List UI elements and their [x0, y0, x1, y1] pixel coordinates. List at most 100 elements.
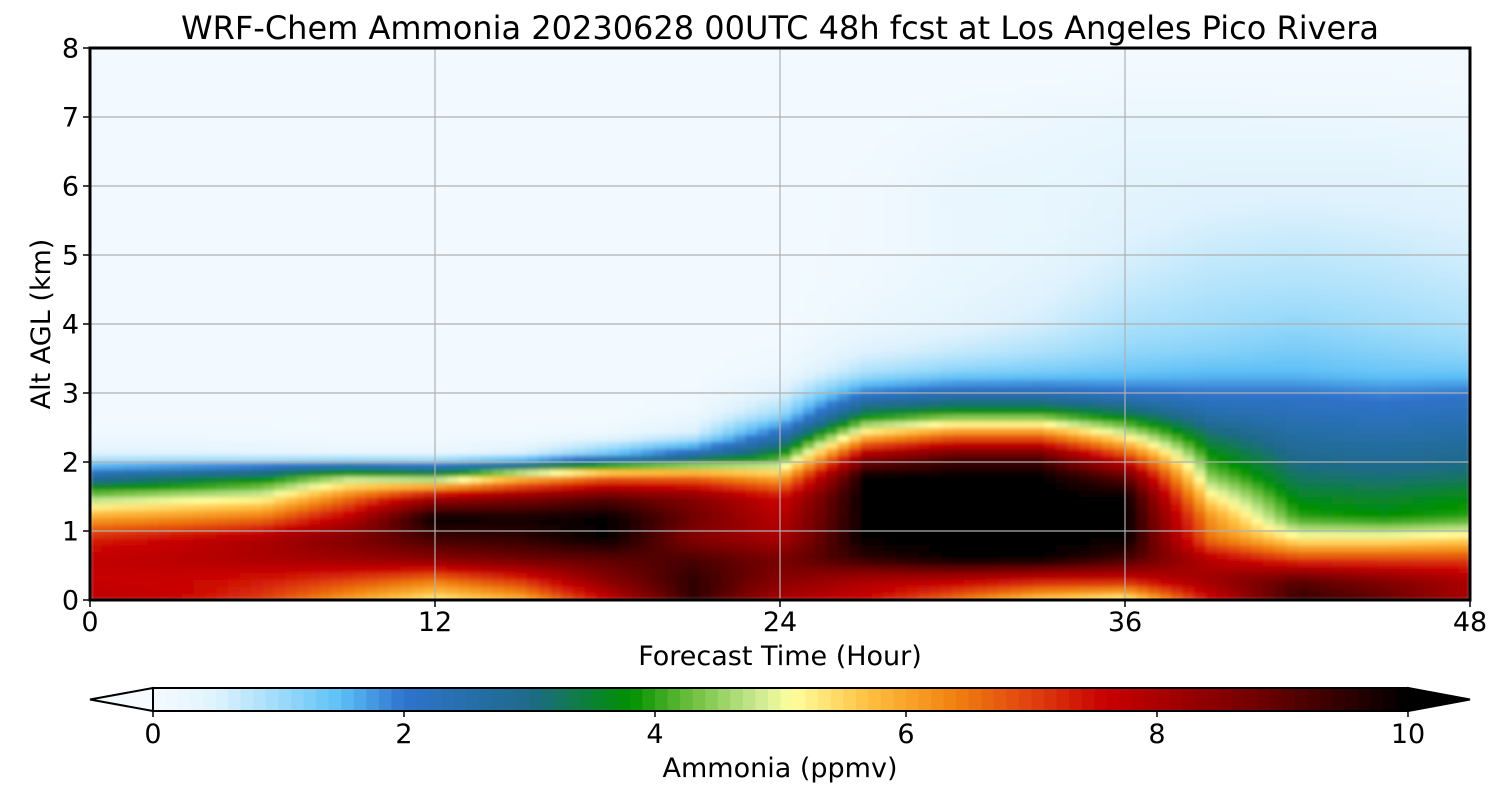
- heatmap-cell: [1355, 496, 1368, 504]
- heatmap-cell: [1355, 365, 1368, 373]
- heatmap-cell: [297, 365, 310, 373]
- heatmap-cell: [285, 593, 298, 600]
- heatmap-cell: [1320, 330, 1333, 339]
- heatmap-cell: [1102, 324, 1115, 332]
- heatmap-cell: [998, 524, 1011, 532]
- heatmap-cell: [837, 413, 850, 422]
- heatmap-cell: [1021, 544, 1034, 553]
- heatmap-cell: [193, 317, 206, 325]
- heatmap-cell: [941, 531, 954, 539]
- heatmap-cell: [504, 565, 517, 573]
- heatmap-cell: [147, 386, 160, 394]
- heatmap-cell: [1021, 317, 1034, 325]
- heatmap-cell: [205, 544, 218, 553]
- heatmap-cell: [1205, 517, 1218, 525]
- heatmap-cell: [274, 593, 287, 600]
- heatmap-cell: [1389, 462, 1402, 470]
- heatmap-cell: [584, 531, 597, 539]
- heatmap-cell: [906, 379, 919, 387]
- heatmap-cell: [1435, 406, 1448, 415]
- heatmap-cell: [1033, 489, 1046, 498]
- heatmap-cell: [377, 365, 390, 373]
- heatmap-cell: [1424, 565, 1437, 573]
- heatmap-cell: [1424, 468, 1437, 477]
- heatmap-cell: [883, 330, 896, 339]
- heatmap-cell: [1447, 551, 1460, 560]
- heatmap-cell: [1343, 455, 1356, 463]
- heatmap-cell: [423, 537, 436, 546]
- heatmap-cell: [515, 475, 528, 484]
- heatmap-cell: [814, 565, 827, 573]
- heatmap-cell: [964, 365, 977, 373]
- heatmap-cell: [803, 593, 816, 600]
- heatmap-cell: [124, 317, 137, 325]
- heatmap-cell: [768, 413, 781, 422]
- heatmap-cell: [1136, 524, 1149, 532]
- heatmap-cell: [1171, 593, 1184, 600]
- heatmap-cell: [297, 503, 310, 511]
- heatmap-cell: [90, 455, 103, 463]
- heatmap-cell: [492, 537, 505, 546]
- heatmap-cell: [1286, 358, 1299, 366]
- heatmap-cell: [343, 427, 356, 435]
- heatmap-cell: [1194, 434, 1207, 442]
- heatmap-cell: [504, 441, 517, 449]
- heatmap-cell: [228, 593, 241, 600]
- heatmap-cell: [1090, 358, 1103, 366]
- heatmap-cell: [124, 351, 137, 360]
- heatmap-cell: [1355, 510, 1368, 518]
- heatmap-cell: [1320, 586, 1333, 594]
- heatmap-cell: [1159, 324, 1172, 332]
- heatmap-cell: [90, 517, 103, 525]
- heatmap-cell: [182, 524, 195, 532]
- heatmap-cell: [1309, 551, 1322, 560]
- heatmap-cell: [1021, 448, 1034, 456]
- heatmap-cell: [918, 524, 931, 532]
- heatmap-cell: [1458, 517, 1470, 525]
- heatmap-cell: [538, 420, 551, 429]
- heatmap-cell: [688, 372, 701, 380]
- heatmap-cell: [435, 482, 448, 491]
- heatmap-cell: [492, 427, 505, 435]
- heatmap-cell: [791, 372, 804, 380]
- heatmap-cell: [228, 358, 241, 366]
- heatmap-cell: [182, 462, 195, 470]
- heatmap-cell: [170, 427, 183, 435]
- heatmap-cell: [1033, 434, 1046, 442]
- heatmap-cell: [354, 365, 367, 373]
- heatmap-cell: [734, 544, 747, 553]
- heatmap-cell: [159, 399, 172, 408]
- heatmap-cell: [814, 386, 827, 394]
- heatmap-cell: [745, 330, 758, 339]
- heatmap-cell: [929, 427, 942, 435]
- heatmap-cell: [1240, 489, 1253, 498]
- heatmap-cell: [1102, 496, 1115, 504]
- heatmap-cell: [412, 510, 425, 518]
- heatmap-cell: [757, 468, 770, 477]
- heatmap-cell: [550, 441, 563, 449]
- heatmap-cell: [515, 372, 528, 380]
- heatmap-cell: [596, 365, 609, 373]
- heatmap-cell: [193, 496, 206, 504]
- heatmap-cell: [1021, 386, 1034, 394]
- heatmap-cell: [653, 351, 666, 360]
- heatmap-cell: [504, 462, 517, 470]
- heatmap-cell: [630, 496, 643, 504]
- heatmap-cell: [780, 372, 793, 380]
- heatmap-cell: [1067, 330, 1080, 339]
- heatmap-cell: [423, 310, 436, 318]
- heatmap-cell: [377, 579, 390, 587]
- heatmap-cell: [573, 462, 586, 470]
- heatmap-cell: [1332, 324, 1345, 332]
- heatmap-cell: [182, 565, 195, 573]
- heatmap-cell: [182, 399, 195, 408]
- heatmap-cell: [193, 434, 206, 442]
- heatmap-cell: [918, 551, 931, 560]
- heatmap-cell: [734, 579, 747, 587]
- heatmap-cell: [274, 586, 287, 594]
- heatmap-cell: [492, 337, 505, 346]
- heatmap-cell: [860, 475, 873, 484]
- heatmap-cell: [228, 558, 241, 567]
- heatmap-cell: [354, 572, 367, 580]
- heatmap-cell: [780, 351, 793, 360]
